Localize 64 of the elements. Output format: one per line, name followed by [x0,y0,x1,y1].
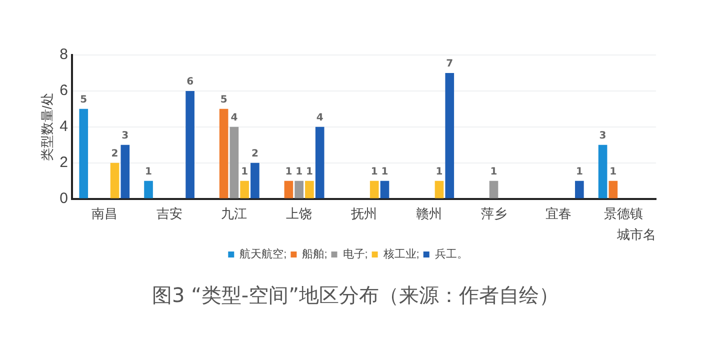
data-label: 3 [599,130,606,142]
bar [120,144,130,198]
bar [240,180,249,198]
bar [370,180,379,198]
data-label: 2 [111,148,118,160]
data-label: 7 [446,58,454,70]
bar [489,180,498,198]
data-label: 4 [230,112,238,124]
data-label: 1 [576,166,583,178]
legend-label: 兵工。 [434,248,468,261]
bar [434,180,444,198]
data-label: 5 [220,94,228,106]
x-tick-label: 赣州 [416,206,442,222]
data-label: 1 [436,166,443,178]
y-tick-label: 4 [60,118,68,136]
bar [219,108,228,198]
bar [315,126,324,198]
y-tick-label: 2 [60,154,68,171]
bar [144,180,153,198]
bar [186,90,194,198]
bar [110,162,120,198]
data-label: 1 [610,166,617,178]
y-tick-label: 8 [60,46,68,64]
x-tick-label: 九江 [221,206,248,222]
x-tick-label: 抚州 [350,206,377,222]
data-label: 2 [251,148,258,160]
legend-label: 电子; [342,248,368,261]
bar [305,180,314,198]
bar [250,162,260,198]
data-label: 1 [490,166,498,178]
bar [230,126,239,198]
x-axis-title: 城市名 [616,226,656,242]
x-tick-label: 萍乡 [480,206,507,222]
bar [79,108,88,198]
data-label: 1 [381,166,388,178]
bar [445,72,454,198]
data-label: 4 [316,112,324,124]
bar [294,180,304,198]
y-tick-label: 0 [60,190,68,207]
bar [380,180,390,198]
bar [284,180,294,198]
data-label: 1 [285,166,292,178]
x-tick-label: 宜春 [546,206,572,222]
legend-label: 航天航空; [240,248,287,261]
data-label: 1 [145,166,152,178]
bar [608,180,618,198]
x-tick-label: 景德镇 [604,206,644,222]
y-tick-label: 6 [60,82,68,100]
x-tick-label: 南昌 [91,206,118,222]
bar [598,144,608,198]
y-axis-title: 类型数量/处 [39,92,54,162]
data-label: 1 [296,166,303,178]
data-label: 1 [370,166,378,178]
data-label: 3 [122,130,129,142]
text: 图3 “类型-空间”地区分布（来源：作者自绘） [150,282,560,309]
data-label: 1 [241,166,248,178]
x-tick-label: 上饶 [286,206,312,222]
data-label: 5 [80,94,88,106]
legend-label: 核工业; [382,248,420,261]
data-label: 1 [306,166,313,178]
legend-label: 船舶; [302,248,328,261]
x-tick-label: 吉安 [156,206,182,222]
bar [575,180,584,198]
data-label: 6 [186,76,194,88]
